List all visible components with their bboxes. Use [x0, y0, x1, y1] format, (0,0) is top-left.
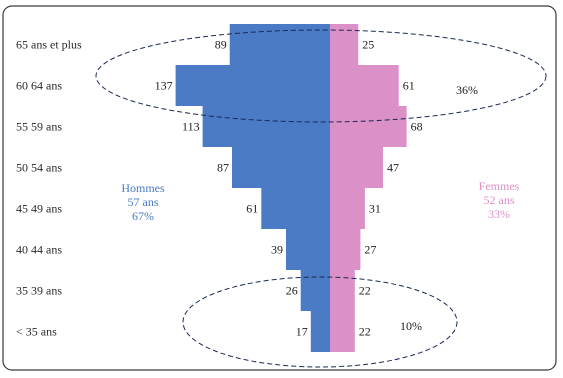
- men-group-label: Hommes 57 ans 67%: [121, 181, 165, 223]
- category-label-row-4: 45 49 ans: [16, 202, 62, 216]
- value-label-men-row-7: 17: [296, 325, 308, 339]
- bar-men-row-3: [232, 147, 330, 188]
- category-label-row-7: < 35 ans: [16, 325, 57, 339]
- value-label-women-row-7: 22: [359, 325, 371, 339]
- value-label-men-row-3: 87: [217, 161, 229, 175]
- category-label-row-1: 60 64 ans: [16, 79, 62, 93]
- value-labels: 89 25 137 61 113 68 87 47 61 31 39 27 26 22 17 22: [155, 38, 423, 339]
- top-highlight-ellipse: [95, 29, 547, 123]
- bar-men-row-1: [175, 65, 330, 106]
- value-label-men-row-4: 61: [246, 202, 258, 216]
- bar-women-row-7: [330, 311, 355, 352]
- category-label-row-0: 65 ans et plus: [16, 38, 82, 52]
- category-label-row-3: 50 54 ans: [16, 161, 62, 175]
- value-label-women-row-1: 61: [403, 79, 415, 93]
- women-label-line-2: 52 ans: [484, 193, 515, 207]
- top-percentage-label: 36%: [456, 83, 478, 97]
- bar-men-row-7: [310, 311, 330, 352]
- women-label-line-3: 33%: [488, 207, 510, 221]
- value-label-men-row-6: 26: [286, 284, 298, 298]
- bar-women-row-2: [330, 106, 407, 147]
- value-label-women-row-6: 22: [359, 284, 371, 298]
- value-label-women-row-2: 68: [411, 120, 423, 134]
- women-label-line-1: Femmes: [479, 179, 520, 193]
- men-label-line-1: Hommes: [121, 181, 165, 195]
- value-label-women-row-0: 25: [362, 38, 374, 52]
- bar-women-row-6: [330, 270, 355, 311]
- bottom-percentage-label: 10%: [400, 319, 422, 333]
- bar-women-row-4: [330, 188, 365, 229]
- bar-men-row-6: [300, 270, 330, 311]
- value-label-men-row-1: 137: [155, 79, 173, 93]
- value-label-women-row-4: 31: [369, 202, 381, 216]
- value-label-men-row-2: 113: [182, 120, 200, 134]
- bar-men-row-4: [261, 188, 330, 229]
- men-label-line-2: 57 ans: [128, 195, 159, 209]
- value-label-men-row-5: 39: [271, 243, 283, 257]
- bars-group: [175, 24, 407, 352]
- bar-men-row-0: [229, 24, 330, 65]
- category-label-row-6: 35 39 ans: [16, 284, 62, 298]
- category-label-row-5: 40 44 ans: [16, 243, 62, 257]
- women-group-label: Femmes 52 ans 33%: [479, 179, 520, 221]
- bottom-highlight-ellipse: [182, 276, 458, 368]
- category-labels: 65 ans et plus 60 64 ans 55 59 ans 50 54 an…: [16, 38, 82, 339]
- bar-women-row-3: [330, 147, 383, 188]
- bar-men-row-5: [286, 229, 330, 270]
- men-label-line-3: 67%: [132, 209, 154, 223]
- value-label-women-row-3: 47: [387, 161, 399, 175]
- category-label-row-2: 55 59 ans: [16, 120, 62, 134]
- bar-women-row-5: [330, 229, 361, 270]
- value-label-men-row-0: 89: [215, 38, 227, 52]
- value-label-women-row-5: 27: [364, 243, 376, 257]
- bar-women-row-1: [330, 65, 399, 106]
- bar-men-row-2: [202, 106, 330, 147]
- bar-women-row-0: [330, 24, 359, 65]
